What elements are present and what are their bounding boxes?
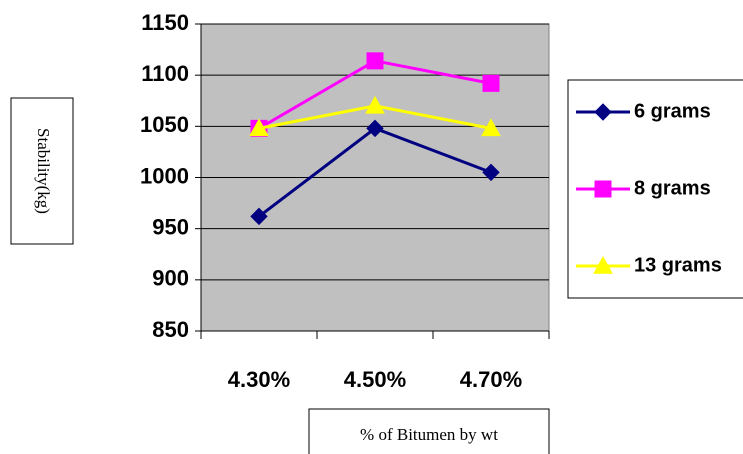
y-tick-label: 1050 <box>140 112 189 137</box>
y-axis-ticks: 850 900 950 1000 1050 1100 1150 <box>140 10 201 342</box>
data-point <box>366 119 384 138</box>
series-group <box>249 52 501 226</box>
legend-label: 6 grams <box>634 100 711 122</box>
legend-marker <box>594 103 612 121</box>
data-point <box>249 118 269 137</box>
x-axis-ticks: 4.30% 4.50% 4.70% <box>200 331 550 392</box>
x-tick-label: 4.70% <box>460 367 522 392</box>
y-tick-label: 850 <box>152 317 189 342</box>
data-point <box>365 95 385 114</box>
data-point <box>366 52 384 70</box>
y-axis-title-box <box>10 97 74 245</box>
x-axis-title: % of Bitumen by wt <box>360 425 498 444</box>
legend-label: 13 grams <box>634 254 722 276</box>
legend-marker <box>593 255 613 274</box>
legend-marker <box>594 180 612 198</box>
y-tick-label: 1100 <box>141 61 189 86</box>
x-tick-label: 4.50% <box>344 367 406 392</box>
legend: 6 grams 8 grams 13 grams <box>576 100 722 276</box>
y-tick-label: 1150 <box>141 10 189 35</box>
y-tick-label: 1000 <box>140 163 189 188</box>
y-axis-title: Stability(kg) <box>34 128 53 214</box>
data-point <box>250 207 268 226</box>
legend-label: 8 grams <box>634 177 711 199</box>
y-tick-label: 900 <box>152 266 189 291</box>
x-tick-label: 4.30% <box>228 367 290 392</box>
gridlines <box>201 23 549 281</box>
x-axis-title-box <box>308 408 550 454</box>
y-tick-label: 950 <box>152 214 189 239</box>
data-point <box>482 163 500 182</box>
data-point <box>481 118 501 137</box>
data-point <box>482 74 500 92</box>
